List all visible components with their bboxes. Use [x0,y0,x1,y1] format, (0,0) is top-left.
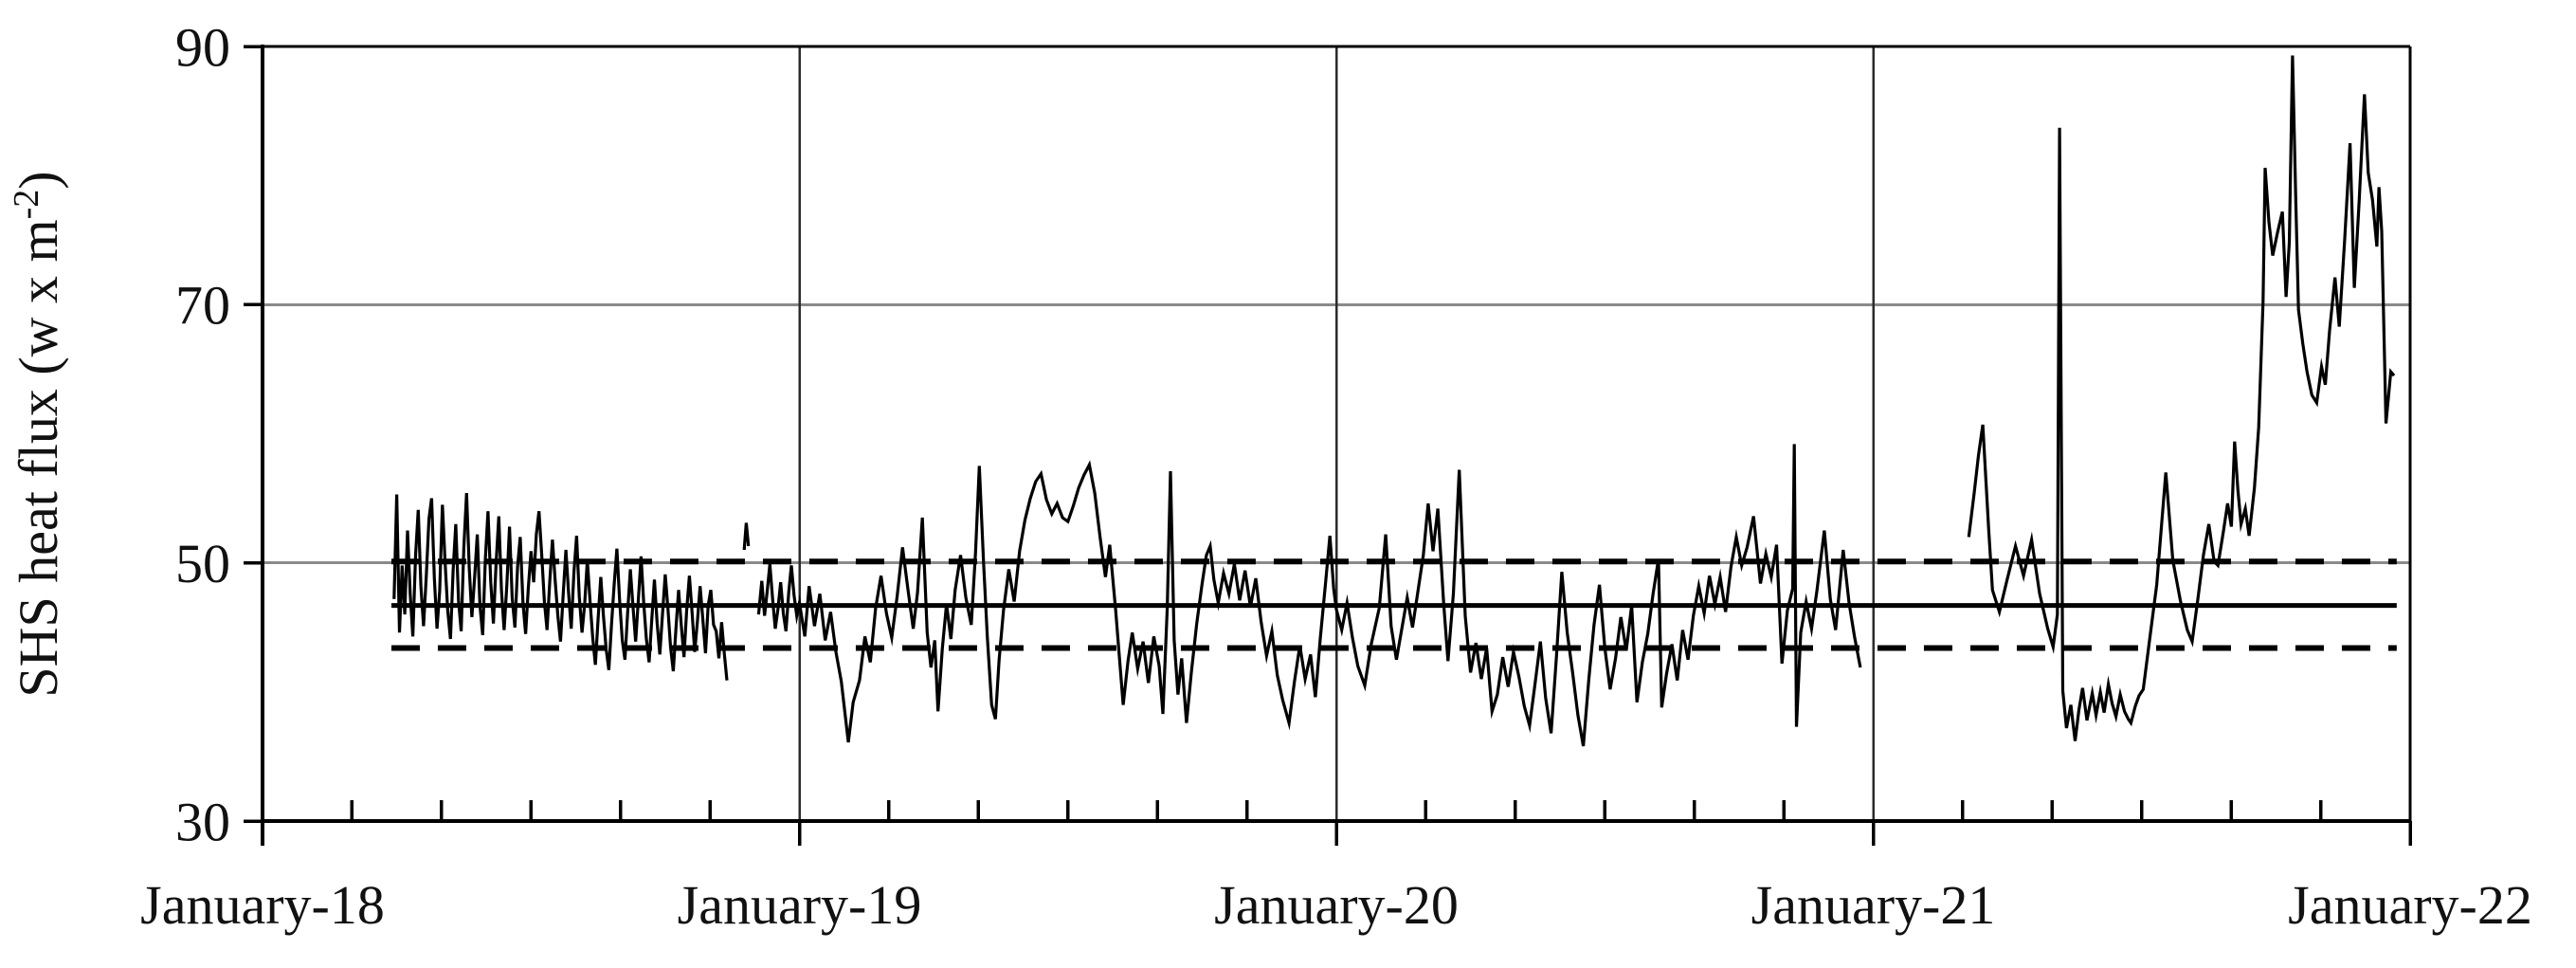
x-tick-label: January-19 [678,874,922,936]
y-tick-label: 70 [175,275,230,337]
y-tick-label: 90 [175,16,230,78]
heat-flux-line-segment [392,493,729,681]
x-tick-label: January-20 [1214,874,1459,936]
heat-flux-line-segment [742,522,751,551]
x-tick-label: January-22 [2288,874,2532,936]
y-axis-title-superscript: -2 [7,190,46,220]
heat-flux-line-segment [756,444,1862,747]
axis-ticks [244,45,2412,846]
data-series [392,55,2396,747]
y-tick-label: 30 [175,791,230,852]
y-axis-title-prefix: SHS heat flux (w x m [8,219,69,697]
x-tick-label: January-18 [140,874,385,936]
y-tick-label: 50 [175,533,230,594]
y-axis-title-suffix: ) [8,171,69,189]
y-axis-title: SHS heat flux (w x m-2) [7,171,69,697]
gridlines [263,46,2410,821]
heat-flux-line-segment [1967,55,2396,741]
x-tick-label: January-21 [1751,874,1996,936]
axis-tick-labels: 30 50 70 90 January-18 January-19 January-20 Ja… [140,16,2532,936]
